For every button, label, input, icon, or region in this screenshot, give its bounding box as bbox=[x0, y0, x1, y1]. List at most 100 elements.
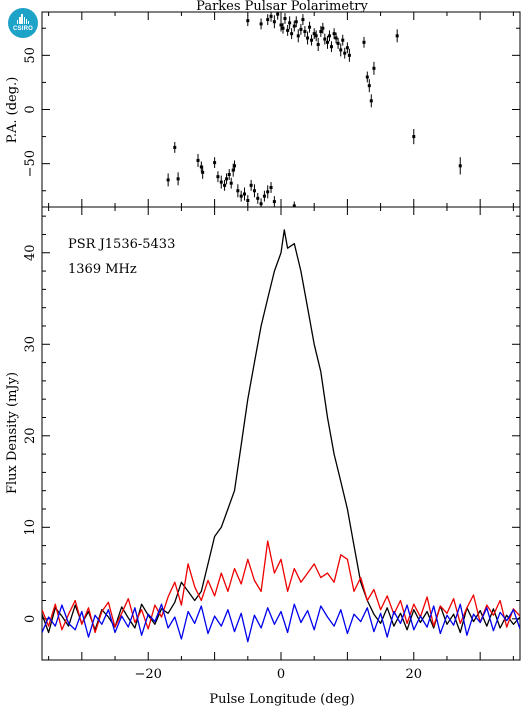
pa-point bbox=[299, 27, 303, 31]
pa-point bbox=[246, 199, 250, 202]
logo-text: CSIRO bbox=[12, 26, 33, 32]
pa-point bbox=[269, 186, 273, 189]
linear-intensity-line bbox=[42, 540, 520, 634]
pa-point bbox=[329, 45, 333, 49]
pa-point bbox=[347, 53, 351, 57]
pa-point bbox=[341, 38, 345, 42]
flux-density-panel: −20 0 20 0 10 20 30 40 bbox=[23, 206, 521, 682]
pa-point bbox=[259, 202, 263, 206]
pa-point bbox=[290, 32, 294, 36]
pa-point bbox=[343, 51, 347, 55]
csiro-logo: CSIRO bbox=[8, 8, 38, 38]
x-tick-label: 0 bbox=[277, 667, 285, 682]
pa-point bbox=[323, 37, 327, 41]
pa-point bbox=[334, 36, 338, 40]
pa-frame bbox=[41, 11, 521, 208]
pa-y-tick-label: 0 bbox=[23, 105, 38, 113]
pa-point bbox=[286, 28, 290, 32]
pa-point bbox=[288, 21, 292, 25]
flux-y-tick-label: 20 bbox=[23, 428, 38, 445]
pa-point bbox=[365, 75, 369, 79]
pa-point bbox=[266, 18, 270, 22]
pa-point bbox=[272, 200, 276, 204]
flux-axis-label: Flux Density (mJy) bbox=[5, 372, 20, 494]
pa-point bbox=[345, 46, 349, 50]
position-angle-panel: −50 0 50 bbox=[23, 11, 521, 208]
pa-point bbox=[262, 194, 266, 198]
x-tick-label: 20 bbox=[406, 667, 423, 682]
pa-point bbox=[249, 183, 253, 187]
pa-point bbox=[176, 177, 180, 181]
pa-axis-label: P.A. (deg.) bbox=[5, 77, 20, 144]
pa-point bbox=[272, 20, 276, 24]
pa-point bbox=[199, 165, 203, 169]
pa-y-tick-label: −50 bbox=[23, 150, 38, 177]
pa-point bbox=[239, 194, 243, 198]
pa-point bbox=[266, 190, 270, 194]
chart-title: Parkes Pulsar Polarimetry bbox=[196, 0, 368, 14]
pa-point bbox=[321, 26, 325, 30]
pulsar-name-label: PSR J1536-5433 bbox=[68, 237, 175, 252]
pa-point bbox=[252, 189, 256, 193]
pa-point bbox=[319, 30, 323, 33]
pa-point bbox=[332, 32, 336, 36]
pa-point bbox=[229, 181, 233, 185]
logo-bars-icon bbox=[17, 14, 30, 24]
flux-y-tick-label: 10 bbox=[23, 519, 38, 536]
x-axis-label: Pulse Longitude (deg) bbox=[209, 692, 354, 707]
pa-point bbox=[227, 173, 231, 176]
pa-point bbox=[281, 26, 285, 30]
pa-point bbox=[225, 177, 229, 181]
pa-point bbox=[395, 34, 399, 38]
pa-point bbox=[327, 34, 331, 38]
pa-point bbox=[279, 23, 283, 27]
pa-point bbox=[216, 175, 220, 179]
pa-point bbox=[276, 12, 280, 16]
pa-point bbox=[292, 204, 296, 208]
pa-point bbox=[294, 20, 298, 24]
pa-point bbox=[259, 22, 263, 26]
pa-point bbox=[367, 84, 371, 88]
circular-intensity-line bbox=[42, 603, 520, 643]
pa-point bbox=[269, 14, 273, 18]
pa-point bbox=[201, 170, 205, 174]
pa-point bbox=[292, 24, 296, 28]
pa-point bbox=[242, 192, 246, 196]
pa-point bbox=[369, 99, 373, 103]
pa-point bbox=[312, 32, 316, 36]
pa-point bbox=[310, 38, 314, 42]
frequency-label: 1369 MHz bbox=[68, 262, 137, 277]
pa-y-tick-label: 50 bbox=[23, 47, 38, 64]
flux-y-tick-label: 30 bbox=[23, 336, 38, 353]
pa-point bbox=[236, 189, 240, 193]
x-tick-label: −20 bbox=[135, 667, 162, 682]
total-intensity-line bbox=[42, 229, 520, 634]
pa-point bbox=[223, 183, 227, 187]
pa-point bbox=[301, 18, 305, 22]
pa-point bbox=[303, 30, 307, 33]
pa-point bbox=[316, 43, 320, 46]
pa-point bbox=[339, 48, 343, 52]
flux-y-tick-label: 40 bbox=[23, 244, 38, 261]
pa-point bbox=[173, 145, 177, 149]
pa-point bbox=[283, 17, 287, 20]
pa-point bbox=[196, 158, 200, 162]
pa-point bbox=[166, 178, 170, 182]
pa-point bbox=[308, 25, 312, 29]
flux-y-tick-label: 0 bbox=[23, 615, 38, 623]
pa-point bbox=[372, 66, 376, 70]
pa-point bbox=[231, 168, 235, 172]
pa-point bbox=[296, 34, 300, 38]
pa-point bbox=[362, 40, 366, 44]
pa-point bbox=[314, 34, 318, 38]
pa-point bbox=[246, 19, 250, 23]
pa-point bbox=[336, 41, 340, 45]
pa-point bbox=[233, 164, 237, 168]
pa-point bbox=[412, 135, 416, 139]
pa-point bbox=[219, 180, 223, 184]
pa-point bbox=[306, 36, 310, 40]
pa-point bbox=[213, 161, 217, 165]
pa-point bbox=[256, 196, 260, 200]
pa-point bbox=[325, 40, 329, 44]
